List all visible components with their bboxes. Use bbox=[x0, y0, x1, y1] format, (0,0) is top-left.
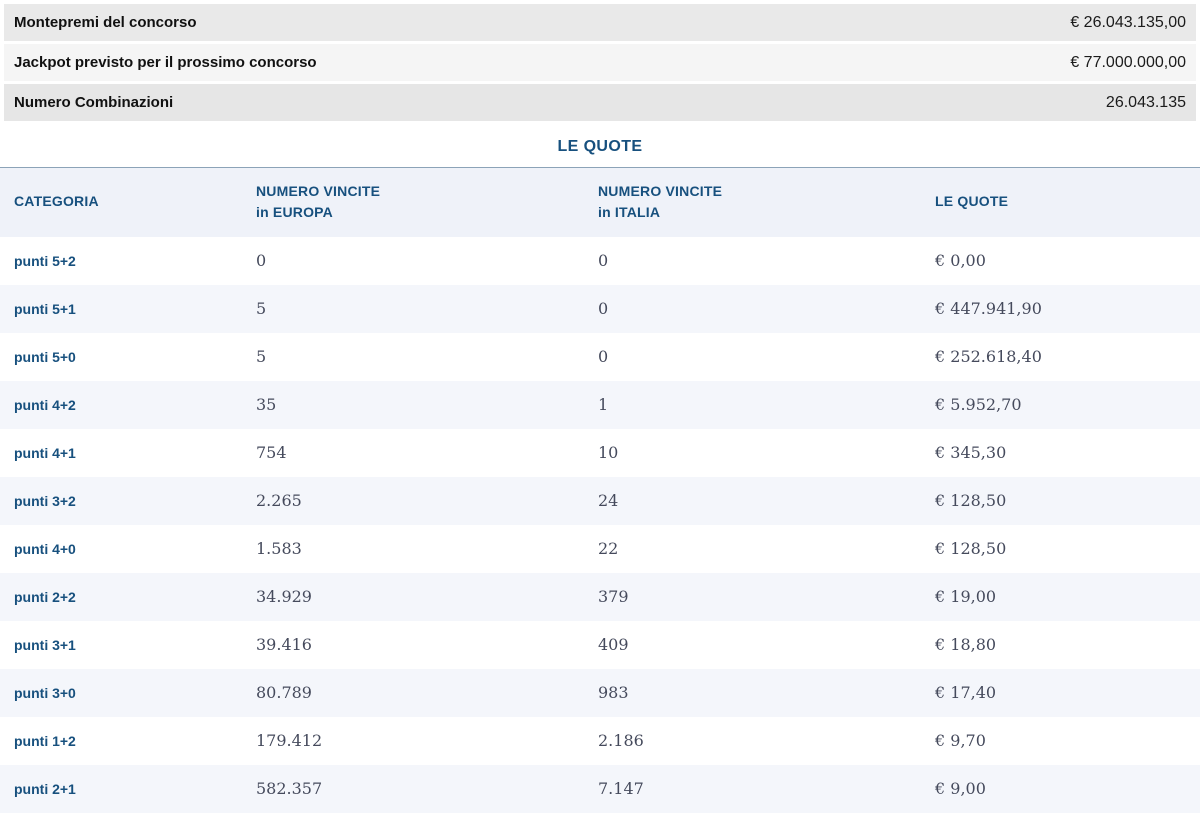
row-europe-wins: 5 bbox=[256, 299, 267, 318]
row-italy-wins: 0 bbox=[598, 299, 609, 318]
column-header-line: NUMERO VINCITE bbox=[598, 182, 723, 199]
column-header-line: in EUROPA bbox=[256, 204, 333, 221]
table-row: punti 2+1 582.357 7.147 € 9,00 bbox=[0, 764, 1200, 813]
row-europe-wins: 2.265 bbox=[256, 491, 302, 510]
combinazioni-value: 26.043.135 bbox=[1105, 93, 1186, 111]
row-category-label: punti 5+2 bbox=[14, 252, 76, 269]
table-row: punti 4+0 1.583 22 € 128,50 bbox=[0, 524, 1200, 573]
row-italy-wins: 10 bbox=[598, 443, 619, 462]
row-italy-wins: 22 bbox=[598, 539, 619, 558]
row-quote-value: € 128,50 bbox=[935, 539, 1007, 558]
quote-table-header: CATEGORIA NUMERO VINCITE in EUROPA NUMER… bbox=[0, 167, 1200, 237]
row-europe-wins: 0 bbox=[256, 251, 267, 270]
quote-table: CATEGORIA NUMERO VINCITE in EUROPA NUMER… bbox=[0, 167, 1200, 813]
row-europe-wins: 34.929 bbox=[256, 587, 312, 606]
table-row: punti 3+0 80.789 983 € 17,40 bbox=[0, 668, 1200, 717]
combinazioni-label: Numero Combinazioni bbox=[14, 94, 174, 111]
prize-summary: Montepremi del concorso € 26.043.135,00 … bbox=[0, 0, 1200, 121]
column-header-line: LE QUOTE bbox=[935, 193, 1009, 210]
row-europe-wins: 1.583 bbox=[256, 539, 302, 558]
row-europe-wins: 754 bbox=[256, 443, 287, 462]
row-europe-wins: 39.416 bbox=[256, 635, 312, 654]
row-italy-wins: 2.186 bbox=[598, 731, 644, 750]
row-quote-value: € 19,00 bbox=[935, 587, 997, 606]
row-category-label: punti 2+2 bbox=[14, 588, 76, 605]
table-row: punti 3+1 39.416 409 € 18,80 bbox=[0, 620, 1200, 669]
row-category-label: punti 4+2 bbox=[14, 396, 76, 413]
row-italy-wins: 0 bbox=[598, 251, 609, 270]
table-row: punti 5+1 5 0 € 447.941,90 bbox=[0, 284, 1200, 333]
row-category-label: punti 4+1 bbox=[14, 444, 76, 461]
row-quote-value: € 17,40 bbox=[935, 683, 997, 702]
row-europe-wins: 35 bbox=[256, 395, 277, 414]
header-row: CATEGORIA NUMERO VINCITE in EUROPA NUMER… bbox=[0, 167, 1200, 237]
row-quote-value: € 5.952,70 bbox=[935, 395, 1022, 414]
row-italy-wins: 1 bbox=[598, 395, 609, 414]
row-europe-wins: 80.789 bbox=[256, 683, 312, 702]
row-italy-wins: 7.147 bbox=[598, 779, 644, 798]
table-row: punti 4+2 35 1 € 5.952,70 bbox=[0, 380, 1200, 429]
summary-row-jackpot: Jackpot previsto per il prossimo concors… bbox=[4, 44, 1196, 81]
summary-row-combinazioni: Numero Combinazioni 26.043.135 bbox=[4, 84, 1196, 121]
quote-table-body: punti 5+2 0 0 € 0,00 punti 5+1 5 0 € 447.941,90… bbox=[0, 236, 1200, 813]
row-italy-wins: 409 bbox=[598, 635, 629, 654]
row-italy-wins: 379 bbox=[598, 587, 629, 606]
row-europe-wins: 5 bbox=[256, 347, 267, 366]
montepremi-label: Montepremi del concorso bbox=[14, 14, 197, 31]
section-title-le-quote: LE QUOTE bbox=[557, 138, 643, 155]
jackpot-value: € 77.000.000,00 bbox=[1070, 53, 1186, 71]
column-header-categoria: CATEGORIA bbox=[0, 168, 242, 237]
table-row: punti 5+0 5 0 € 252.618,40 bbox=[0, 332, 1200, 381]
row-category-label: punti 3+2 bbox=[14, 492, 76, 509]
row-europe-wins: 179.412 bbox=[256, 731, 323, 750]
row-quote-value: € 18,80 bbox=[935, 635, 997, 654]
table-row: punti 4+1 754 10 € 345,30 bbox=[0, 428, 1200, 477]
row-italy-wins: 0 bbox=[598, 347, 609, 366]
row-quote-value: € 9,00 bbox=[935, 779, 986, 798]
montepremi-value: € 26.043.135,00 bbox=[1070, 13, 1186, 31]
row-quote-value: € 447.941,90 bbox=[935, 299, 1042, 318]
column-header-line: NUMERO VINCITE bbox=[256, 182, 381, 199]
row-quote-value: € 252.618,40 bbox=[935, 347, 1042, 366]
row-quote-value: € 9,70 bbox=[935, 731, 986, 750]
row-category-label: punti 5+1 bbox=[14, 300, 76, 317]
row-italy-wins: 24 bbox=[598, 491, 619, 510]
column-header-vincite-europa: NUMERO VINCITE in EUROPA bbox=[242, 168, 584, 237]
table-row: punti 5+2 0 0 € 0,00 bbox=[0, 236, 1200, 285]
row-category-label: punti 3+1 bbox=[14, 636, 76, 653]
row-quote-value: € 345,30 bbox=[935, 443, 1007, 462]
column-header-line: in ITALIA bbox=[598, 204, 661, 221]
summary-row-montepremi: Montepremi del concorso € 26.043.135,00 bbox=[4, 4, 1196, 41]
row-category-label: punti 4+0 bbox=[14, 540, 76, 557]
jackpot-label: Jackpot previsto per il prossimo concors… bbox=[14, 54, 317, 71]
table-row: punti 2+2 34.929 379 € 19,00 bbox=[0, 572, 1200, 621]
row-italy-wins: 983 bbox=[598, 683, 629, 702]
row-quote-value: € 0,00 bbox=[935, 251, 986, 270]
table-row: punti 1+2 179.412 2.186 € 9,70 bbox=[0, 716, 1200, 765]
row-category-label: punti 3+0 bbox=[14, 684, 76, 701]
row-europe-wins: 582.357 bbox=[256, 779, 323, 798]
column-header-le-quote: LE QUOTE bbox=[921, 168, 1200, 237]
column-header-line: CATEGORIA bbox=[14, 193, 99, 210]
row-quote-value: € 128,50 bbox=[935, 491, 1007, 510]
row-category-label: punti 1+2 bbox=[14, 732, 76, 749]
row-category-label: punti 5+0 bbox=[14, 348, 76, 365]
column-header-vincite-italia: NUMERO VINCITE in ITALIA bbox=[584, 168, 921, 237]
row-category-label: punti 2+1 bbox=[14, 780, 76, 797]
table-row: punti 3+2 2.265 24 € 128,50 bbox=[0, 476, 1200, 525]
